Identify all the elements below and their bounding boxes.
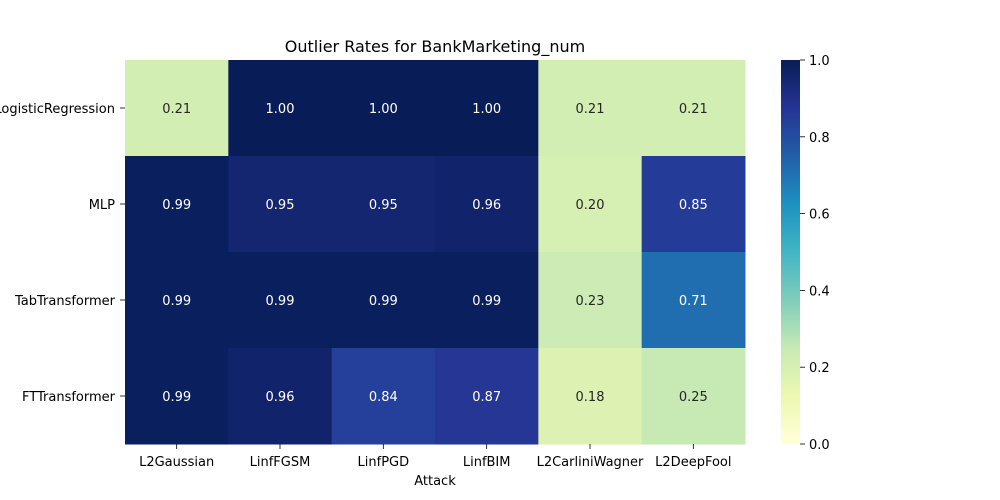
cell-value-label: 0.25 [679, 390, 708, 405]
x-axis-ticks: L2Gaussian LinfFGSM LinfPGD LinfBIM L2Carlin… [139, 444, 731, 470]
x-tick-label: LinfBIM [463, 455, 511, 470]
colorbar-tick-label: 0.2 [809, 361, 830, 376]
cell-value-label: 0.99 [162, 198, 191, 213]
heatmap-cell [228, 252, 333, 349]
y-tick-label: MLP [89, 198, 115, 213]
cell-value-label: 0.21 [576, 102, 605, 117]
heatmap-cell [331, 348, 436, 445]
cell-value-label: 0.99 [369, 294, 398, 309]
cell-value-label: 1.00 [369, 102, 398, 117]
x-axis-label: Attack [414, 474, 456, 489]
colorbar-tick-label: 0.8 [809, 131, 830, 146]
cell-value-label: 0.99 [472, 294, 501, 309]
heatmap-cell [435, 348, 539, 445]
heatmap-cell [538, 348, 643, 445]
x-tick-label: L2Gaussian [139, 455, 214, 470]
heatmap-cell [538, 60, 643, 157]
x-tick-label: LinfPGD [358, 455, 410, 470]
heatmap-cell [228, 60, 333, 157]
heatmap-cell [435, 60, 539, 157]
cell-value-label: 0.99 [266, 294, 295, 309]
chart-title: Outlier Rates for BankMarketing_num [285, 37, 585, 57]
y-tick-label: LogisticRegression [0, 102, 115, 117]
heatmap-cell [125, 156, 229, 253]
cell-value-label: 1.00 [472, 102, 501, 117]
heatmap-cell [331, 156, 436, 253]
cell-value-label: 0.23 [576, 294, 605, 309]
heatmap-cell [538, 252, 643, 349]
cell-value-label: 0.18 [576, 390, 605, 405]
heatmap-cell [538, 156, 643, 253]
heatmap-cell [641, 60, 746, 157]
cell-value-label: 0.95 [266, 198, 295, 213]
colorbar-tick-label: 0.6 [809, 208, 830, 223]
cell-value-label: 0.85 [679, 198, 708, 213]
colorbar-tick-label: 1.0 [809, 54, 830, 69]
heatmap-cell [641, 348, 746, 445]
heatmap-cell [228, 348, 333, 445]
colorbar-tick-label: 0.4 [809, 284, 830, 299]
cell-value-labels: 0.21 1.00 1.00 1.00 0.21 0.21 0.99 0.95 0.95 0.96… [162, 102, 708, 405]
colorbar [781, 60, 800, 444]
cell-value-label: 0.87 [472, 390, 501, 405]
x-tick-label: L2DeepFool [655, 455, 731, 470]
cell-value-label: 0.84 [369, 390, 398, 405]
x-tick-label: LinfFGSM [250, 455, 311, 470]
y-tick-label: FTTransformer [22, 390, 116, 405]
y-axis-ticks: LogisticRegression MLP TabTransformer FTTra… [0, 102, 125, 405]
heatmap-cell [125, 60, 229, 157]
cell-value-label: 0.95 [369, 198, 398, 213]
heatmap-cell [331, 60, 436, 157]
heatmap-cell [331, 252, 436, 349]
cell-value-label: 0.21 [679, 102, 708, 117]
heatmap-cell [435, 156, 539, 253]
heatmap-cells [125, 60, 746, 445]
colorbar-tick-label: 0.0 [809, 438, 830, 453]
cell-value-label: 0.21 [162, 102, 191, 117]
cell-value-label: 0.96 [472, 198, 501, 213]
cell-value-label: 0.96 [266, 390, 295, 405]
heatmap-cell [641, 156, 746, 253]
cell-value-label: 0.99 [162, 294, 191, 309]
heatmap-cell [125, 252, 229, 349]
heatmap-cell [435, 252, 539, 349]
cell-value-label: 0.99 [162, 390, 191, 405]
colorbar-gradient [781, 60, 800, 444]
cell-value-label: 0.20 [576, 198, 605, 213]
heatmap-cell [228, 156, 333, 253]
cell-value-label: 0.71 [679, 294, 708, 309]
heatmap-cell [641, 252, 746, 349]
heatmap-cell [125, 348, 229, 445]
colorbar-ticks: 0.0 0.2 0.4 0.6 0.8 1.0 [800, 54, 830, 453]
x-tick-label: L2CarliniWagner [537, 455, 644, 470]
cell-value-label: 1.00 [266, 102, 295, 117]
y-tick-label: TabTransformer [14, 294, 116, 309]
